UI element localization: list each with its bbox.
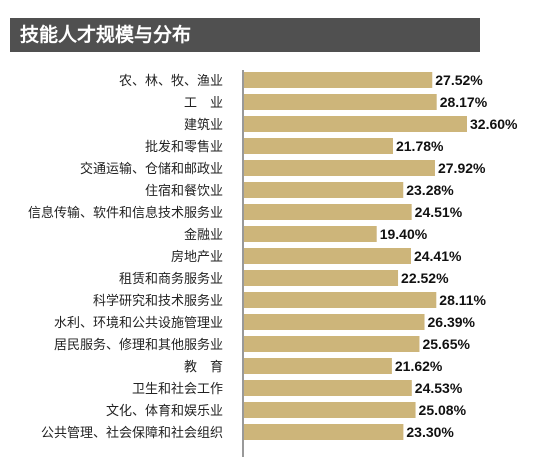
bar xyxy=(244,358,392,374)
bar xyxy=(244,226,377,242)
value-label: 28.11% xyxy=(439,292,486,308)
value-label: 23.28% xyxy=(406,182,454,198)
bar xyxy=(244,336,420,352)
bars-group: 农、林、牧、渔业 27.52% 工 业 28.17% 建筑业 32.60% 批发和零售业 21… xyxy=(28,72,518,441)
category-label: 文化、体育和娱乐业 xyxy=(106,403,223,419)
value-label: 21.62% xyxy=(395,358,443,374)
value-label: 22.52% xyxy=(401,270,449,286)
bar xyxy=(244,182,404,198)
bar xyxy=(244,72,433,88)
category-label: 教 育 xyxy=(184,359,223,375)
chart-title: 技能人才规模与分布 xyxy=(10,18,480,52)
bar xyxy=(244,314,425,330)
category-label: 建筑业 xyxy=(184,117,223,133)
category-label: 卫生和社会工作 xyxy=(132,381,223,397)
category-label: 租赁和商务服务业 xyxy=(119,271,223,287)
value-label: 26.39% xyxy=(428,314,476,330)
category-label: 水利、环境和公共设施管理业 xyxy=(54,316,223,331)
category-label: 工 业 xyxy=(184,96,223,111)
bar xyxy=(244,380,412,396)
value-label: 24.51% xyxy=(415,204,463,220)
category-label: 公共管理、社会保障和社会组织 xyxy=(41,425,223,441)
bar xyxy=(244,160,435,176)
bar xyxy=(244,138,393,154)
value-label: 25.65% xyxy=(422,336,470,352)
category-label: 住宿和餐饮业 xyxy=(145,183,223,199)
category-label: 信息传输、软件和信息技术服务业 xyxy=(28,205,223,221)
category-label: 居民服务、修理和其他服务业 xyxy=(54,337,223,353)
value-label: 23.30% xyxy=(406,424,454,440)
bar xyxy=(244,94,437,110)
bar xyxy=(244,292,437,308)
value-label: 19.40% xyxy=(380,226,428,242)
bar xyxy=(244,204,412,220)
category-label: 金融业 xyxy=(184,227,223,243)
value-label: 24.53% xyxy=(415,380,463,396)
category-label: 房地产业 xyxy=(171,249,223,265)
bar xyxy=(244,424,404,440)
bar xyxy=(244,270,399,286)
category-label: 科学研究和技术服务业 xyxy=(93,293,223,309)
category-label: 农、林、牧、渔业 xyxy=(119,74,223,89)
value-label: 28.17% xyxy=(440,94,488,110)
value-label: 21.78% xyxy=(396,138,444,154)
bar xyxy=(244,402,416,418)
value-label: 27.52% xyxy=(435,72,483,88)
value-label: 24.41% xyxy=(414,248,462,264)
value-label: 27.92% xyxy=(438,160,486,176)
value-label: 25.08% xyxy=(419,402,467,418)
category-label: 交通运输、仓储和邮政业 xyxy=(80,161,223,177)
bar xyxy=(244,116,467,132)
value-label: 32.60% xyxy=(470,116,518,132)
category-label: 批发和零售业 xyxy=(145,139,223,155)
bar xyxy=(244,248,411,264)
